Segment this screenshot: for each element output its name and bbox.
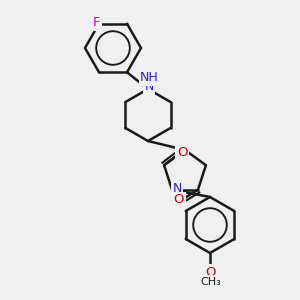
Text: N: N xyxy=(172,182,182,195)
Text: O: O xyxy=(177,146,187,159)
Text: O: O xyxy=(206,266,216,278)
Text: O: O xyxy=(174,193,184,206)
Text: F: F xyxy=(93,16,101,29)
Text: N: N xyxy=(144,80,154,94)
Text: NH: NH xyxy=(140,71,159,84)
Text: CH₃: CH₃ xyxy=(201,277,221,287)
